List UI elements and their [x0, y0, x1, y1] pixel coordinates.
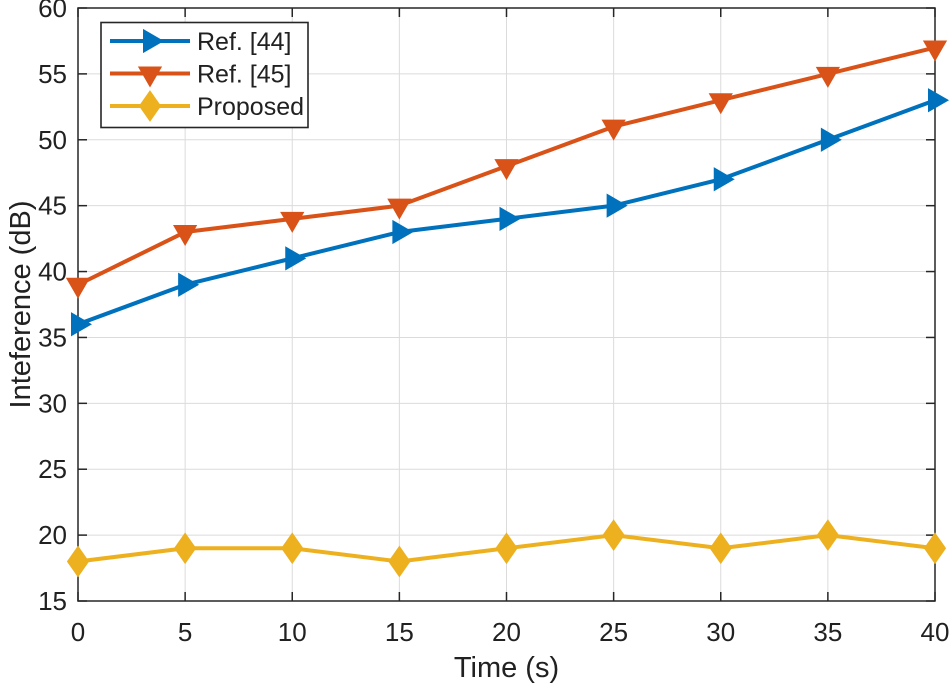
y-tick-label: 60 — [38, 0, 67, 23]
diamond-marker — [923, 532, 947, 565]
x-tick-label: 10 — [278, 617, 307, 647]
triangle-down-marker — [494, 159, 519, 181]
triangle-right-marker — [392, 219, 414, 245]
triangle-down-marker — [280, 211, 305, 233]
y-tick-label: 35 — [38, 322, 67, 352]
legend-label: Ref. [44] — [197, 28, 292, 56]
diamond-marker — [816, 519, 839, 551]
legend-row-ref-45: Ref. [45] — [110, 61, 292, 89]
y-tick-label: 25 — [38, 454, 67, 484]
diamond-marker — [174, 532, 197, 565]
x-tick-label: 35 — [813, 617, 842, 647]
legend-row-proposed: Proposed — [110, 90, 304, 122]
x-tick-label: 30 — [706, 617, 735, 647]
triangle-down-marker — [601, 119, 626, 141]
triangle-right-marker — [820, 127, 842, 152]
diamond-marker — [388, 545, 411, 578]
triangle-down-marker — [922, 40, 948, 62]
triangle-right-marker — [71, 312, 93, 337]
triangle-down-marker — [65, 277, 91, 299]
x-axis-label: Time (s) — [454, 652, 559, 684]
triangle-right-marker — [178, 272, 200, 297]
y-tick-label: 15 — [38, 586, 67, 616]
series-layer — [65, 40, 950, 578]
diamond-icon — [138, 90, 162, 122]
legend-sample-line-marker — [110, 66, 190, 88]
tick-label-layer: 0 5 10 15 20 25 30 35 40 15 20 25 30 35 40 45 50 55 60 — [38, 0, 949, 647]
x-tick-label: 15 — [385, 617, 414, 647]
triangle-down-icon — [137, 66, 163, 88]
x-tick-label: 5 — [178, 617, 192, 647]
y-axis-label: Inteference (dB) — [5, 201, 37, 409]
triangle-right-icon — [143, 28, 165, 54]
y-tick-label: 55 — [38, 59, 67, 89]
triangle-right-marker — [606, 193, 628, 218]
y-tick-label: 30 — [38, 388, 67, 418]
triangle-down-marker — [708, 93, 733, 115]
x-tick-label: 0 — [71, 617, 85, 647]
triangle-right-marker — [713, 167, 735, 192]
tick-layer — [77, 7, 936, 602]
legend-row-ref-44: Ref. [44] — [110, 28, 292, 56]
legend-label: Proposed — [197, 93, 304, 121]
legend-label: Ref. [45] — [197, 61, 292, 89]
y-tick-label: 20 — [38, 520, 67, 550]
triangle-down-marker — [173, 225, 198, 247]
legend-sample-line-marker — [110, 90, 190, 122]
legend: Ref. [44] Ref. [45] Proposed — [100, 21, 309, 129]
legend-sample-line-marker — [110, 28, 190, 54]
diamond-marker — [602, 519, 625, 551]
triangle-down-marker — [815, 66, 840, 88]
triangle-down-marker — [387, 198, 412, 220]
y-tick-label: 40 — [38, 257, 67, 287]
diamond-marker — [66, 545, 90, 578]
x-tick-label: 40 — [921, 617, 950, 647]
triangle-right-marker — [499, 206, 521, 231]
y-tick-label: 45 — [38, 191, 67, 221]
diamond-marker — [495, 532, 518, 565]
triangle-right-marker — [928, 88, 950, 113]
diamond-marker — [281, 532, 304, 565]
x-tick-label: 25 — [599, 617, 628, 647]
diamond-marker — [709, 532, 732, 565]
y-tick-label: 50 — [38, 125, 67, 155]
x-tick-label: 20 — [492, 617, 521, 647]
triangle-right-marker — [285, 246, 307, 271]
